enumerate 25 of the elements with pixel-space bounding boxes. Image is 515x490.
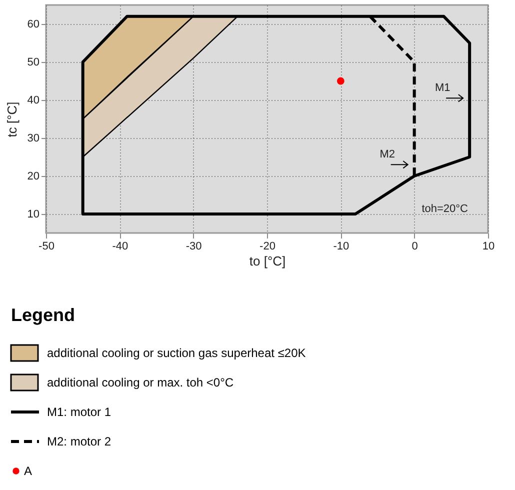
x-axis-title: to [°C] <box>249 254 286 268</box>
x-tick-label: -40 <box>112 240 128 252</box>
x-tick-label: -20 <box>260 240 276 252</box>
y-axis-title: tc [°C] <box>4 102 20 138</box>
y-tick-label: 30 <box>27 132 40 144</box>
legend-label: additional cooling or max. toh <0°C <box>47 376 234 390</box>
y-tick-label: 20 <box>27 170 40 182</box>
x-tick-label: 10 <box>482 240 495 252</box>
legend-label: A <box>24 464 32 478</box>
legend-label: additional cooling or suction gas superheat ≤20K <box>47 346 306 360</box>
annotation: toh=20°C <box>422 203 468 215</box>
y-tick-label: 10 <box>27 208 40 220</box>
x-tick-label: 0 <box>412 240 418 252</box>
line-series <box>81 14 472 216</box>
x-tick-label: -30 <box>186 240 202 252</box>
x-tick-label: -50 <box>38 240 54 252</box>
x-tick-label: -10 <box>333 240 350 252</box>
legend-label: M2: motor 2 <box>47 434 112 448</box>
y-tick-label: 50 <box>27 56 40 68</box>
annotation: M2 <box>380 148 395 161</box>
y-tick-label: 60 <box>27 18 40 30</box>
legend-title: Legend <box>11 305 76 325</box>
legend-label: M1: motor 1 <box>47 405 112 419</box>
y-tick-label: 40 <box>27 94 40 106</box>
annotation: M1 <box>434 82 450 94</box>
